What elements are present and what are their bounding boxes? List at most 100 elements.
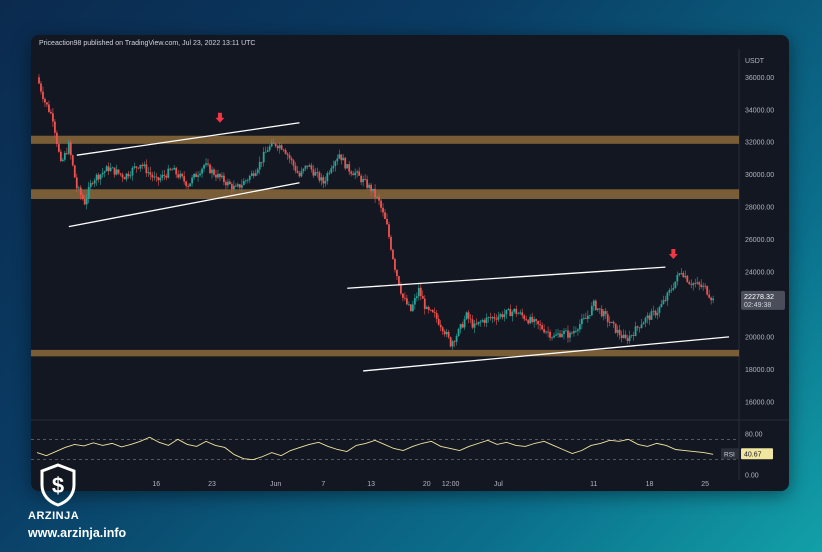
candle-body xyxy=(248,175,251,180)
trend-line[interactable] xyxy=(363,336,730,372)
brand-website[interactable]: www.arzinja.info xyxy=(28,526,127,540)
candle-body xyxy=(334,161,337,167)
candle-body xyxy=(461,324,464,328)
candle-body xyxy=(203,164,205,169)
candle-body xyxy=(537,320,540,325)
candle-body xyxy=(547,331,549,333)
candle-body xyxy=(694,283,697,285)
candle-body xyxy=(654,310,657,316)
candle-body xyxy=(199,173,201,176)
x-tick-label: 12:00 xyxy=(442,481,460,488)
trend-line[interactable] xyxy=(76,122,300,156)
candle-body xyxy=(115,169,118,175)
candle-body xyxy=(545,331,547,333)
candle-body xyxy=(405,298,408,305)
candle-body xyxy=(228,181,231,185)
candle-body xyxy=(592,300,595,306)
candle-body xyxy=(165,175,168,178)
candle-body xyxy=(495,318,498,320)
candle-body xyxy=(459,324,462,329)
support-resistance-zone xyxy=(31,349,739,357)
candle-body xyxy=(690,284,693,286)
candle-body xyxy=(706,286,709,295)
candle-body xyxy=(439,324,442,328)
candle-body xyxy=(382,207,384,213)
y-tick-label: 34000.00 xyxy=(745,107,774,114)
candle-body xyxy=(632,335,635,336)
candle-body xyxy=(483,320,486,323)
candle-body xyxy=(352,173,355,176)
candle-body xyxy=(288,155,291,159)
support-resistance-zone xyxy=(31,189,739,199)
candle-body xyxy=(638,327,641,329)
candle-body xyxy=(244,180,247,182)
candle-body xyxy=(445,332,448,335)
candle-body xyxy=(306,165,309,167)
candle-body xyxy=(708,294,711,298)
candle-body xyxy=(674,281,677,288)
candle-body xyxy=(656,312,659,316)
candle-body xyxy=(563,330,565,334)
trend-line[interactable] xyxy=(68,182,300,228)
candle-body xyxy=(467,312,470,319)
candle-body xyxy=(672,287,675,290)
candle-body xyxy=(276,145,279,149)
candle-body xyxy=(431,309,434,313)
candle-body xyxy=(612,321,615,324)
candle-body xyxy=(473,323,476,328)
candle-body xyxy=(666,292,669,301)
candle-body xyxy=(588,315,591,316)
x-tick-label: 23 xyxy=(208,481,216,488)
candle-body xyxy=(493,317,496,319)
candle-body xyxy=(173,167,176,170)
candle-body xyxy=(67,142,70,154)
candle-body xyxy=(390,236,392,250)
brand-name: ARZINJA xyxy=(28,510,80,522)
x-tick-label: 18 xyxy=(646,481,654,488)
candle-body xyxy=(423,298,426,309)
candle-body xyxy=(183,176,186,182)
candle-body xyxy=(221,175,223,178)
candle-body xyxy=(209,164,211,174)
candle-body xyxy=(463,319,466,328)
candle-body xyxy=(175,167,178,175)
candle-body xyxy=(151,174,154,178)
candle-body xyxy=(602,311,605,317)
candle-body xyxy=(370,184,372,192)
candle-body xyxy=(298,172,301,177)
candle-body xyxy=(680,272,683,274)
trend-line[interactable] xyxy=(347,266,666,289)
candle-body xyxy=(278,145,281,149)
candle-body xyxy=(608,321,611,323)
candle-body xyxy=(503,314,506,318)
candle-body xyxy=(364,179,367,180)
candle-body xyxy=(171,169,174,171)
candle-body xyxy=(44,99,46,103)
candle-body xyxy=(117,169,120,174)
candle-body xyxy=(149,172,152,175)
candle-body xyxy=(38,77,40,84)
candle-body xyxy=(421,295,424,299)
candle-body xyxy=(447,332,450,338)
down-arrow-marker xyxy=(668,249,678,260)
candle-body xyxy=(664,300,667,301)
candle-body xyxy=(310,165,313,170)
candle-body xyxy=(465,312,468,320)
candle-body xyxy=(213,169,215,175)
candle-body xyxy=(646,315,649,319)
candle-body xyxy=(262,151,265,163)
candle-body xyxy=(624,334,627,339)
candle-body xyxy=(129,175,132,177)
candle-body xyxy=(330,168,333,173)
candle-body xyxy=(219,173,221,178)
candle-body xyxy=(578,324,581,330)
price-chart[interactable]: USDT 36000.00 34000.00 32000.00 30000.00 2800… xyxy=(31,35,789,491)
candle-body xyxy=(109,167,112,171)
candle-body xyxy=(133,166,136,168)
candle-body xyxy=(342,157,345,161)
candle-body xyxy=(616,329,619,333)
candle-body xyxy=(481,320,484,322)
candle-body xyxy=(284,149,287,154)
candle-body xyxy=(215,174,217,178)
candle-body xyxy=(449,337,452,347)
